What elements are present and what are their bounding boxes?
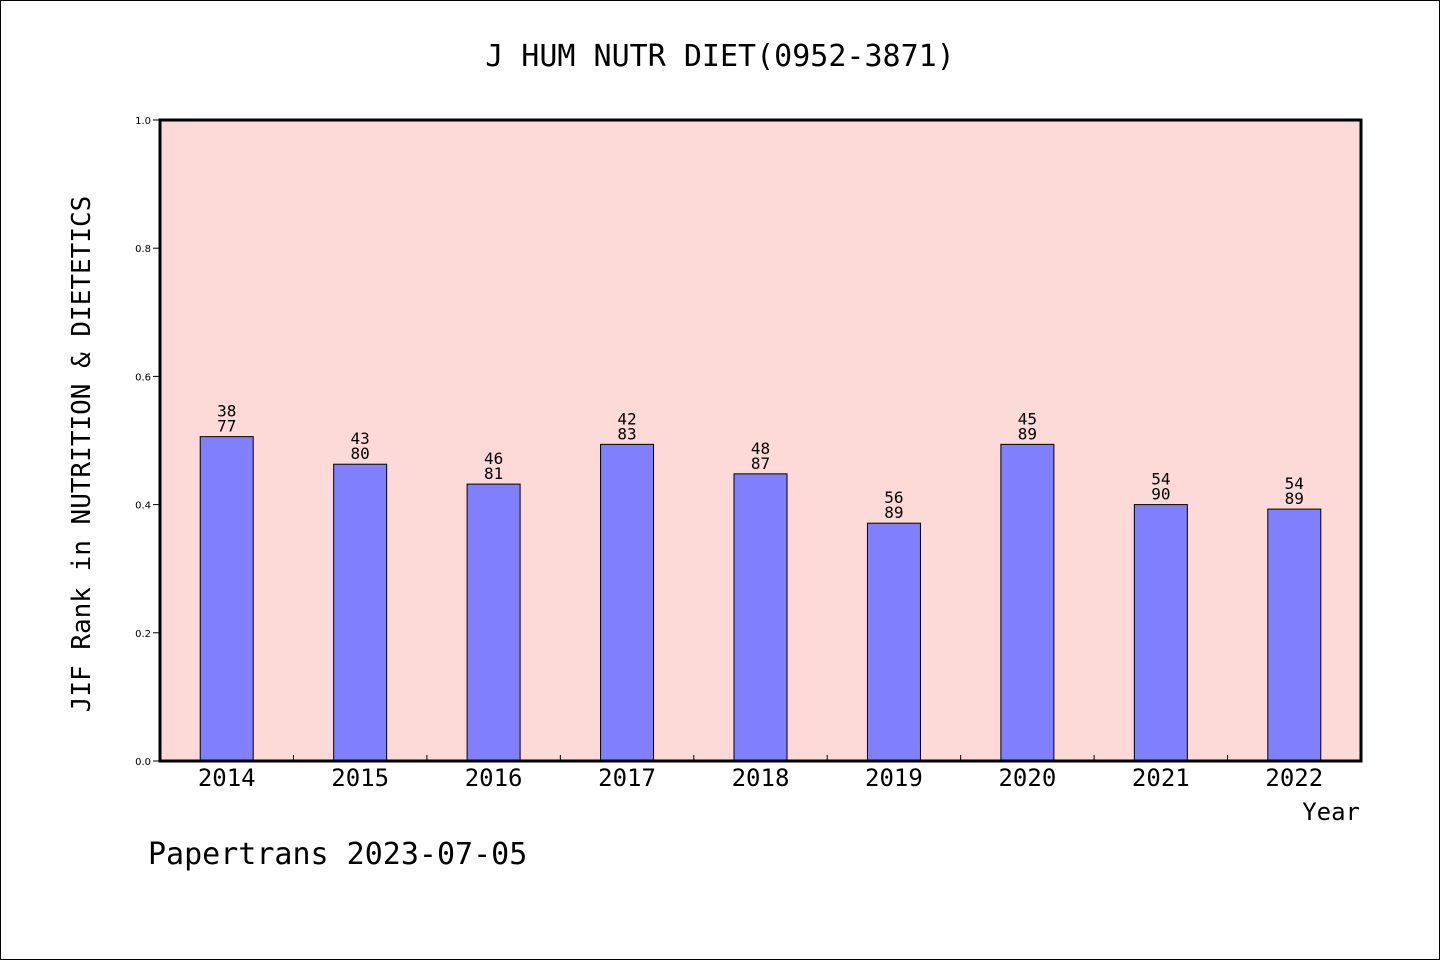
bars-group (199, 436, 1322, 762)
bar-2022 (1267, 508, 1322, 762)
chart-title: J HUM NUTR DIET(0952-3871) (485, 39, 955, 74)
footer-credit: Papertrans 2023-07-05 (148, 837, 527, 872)
bar-total-label: 87 (751, 454, 770, 473)
bar-total-label: 89 (1285, 489, 1304, 508)
bar-rank-label: 56 (884, 488, 903, 507)
bar-2015 (333, 463, 388, 762)
x-tick-label: 2018 (732, 764, 790, 792)
y-axis-label: JIF Rank in NUTRITION & DIETETICS (67, 196, 97, 713)
bar-rank-label: 42 (617, 409, 636, 428)
bar-rank-label: 48 (751, 439, 770, 458)
x-tick-label: 2020 (998, 764, 1056, 792)
bar-2017 (600, 443, 655, 762)
x-tick-label: 2015 (331, 764, 389, 792)
bar-2019 (866, 522, 921, 762)
bar-total-label: 81 (484, 464, 503, 483)
bar-rank-label: 43 (351, 429, 370, 448)
x-tick-label: 2017 (598, 764, 656, 792)
bar-rank-label: 46 (484, 449, 503, 468)
bar-total-label: 80 (351, 444, 370, 463)
bar-2020 (1000, 443, 1055, 762)
y-tick-label: 0.8 (135, 244, 151, 255)
plot-border (158, 118, 1363, 763)
x-axis: 2014 2015 2016 2017 2018 2019 2020 2021 2022 (198, 755, 1323, 792)
bar-total-label: 90 (1151, 485, 1170, 504)
bar-rank-label: 45 (1018, 409, 1037, 428)
y-axis: 0.0 0.2 0.4 0.6 0.8 1.0 (135, 116, 160, 768)
x-tick-label: 2016 (465, 764, 523, 792)
bar-2018 (733, 473, 788, 762)
x-tick-label: 2022 (1265, 764, 1323, 792)
bar-rank-label: 54 (1285, 474, 1304, 493)
bar-total-label: 83 (617, 424, 636, 443)
x-axis-label: Year (1302, 798, 1360, 826)
bar-2016 (466, 483, 521, 762)
x-tick-label: 2019 (865, 764, 923, 792)
x-tick-label: 2021 (1132, 764, 1190, 792)
bar-2021 (1133, 504, 1188, 762)
x-tick-label: 2014 (198, 764, 256, 792)
y-tick-label: 0.6 (135, 372, 151, 383)
y-tick-label: 0.0 (135, 757, 151, 768)
y-tick-label: 1.0 (135, 116, 151, 127)
bar-total-label: 89 (884, 503, 903, 522)
bar-total-label: 77 (217, 417, 236, 436)
y-tick-label: 0.4 (135, 501, 151, 512)
bar-2014 (199, 436, 254, 762)
bar-rank-label: 38 (217, 402, 236, 421)
y-tick-label: 0.2 (135, 629, 151, 640)
bar-total-label: 89 (1018, 424, 1037, 443)
bar-rank-label: 54 (1151, 470, 1170, 489)
